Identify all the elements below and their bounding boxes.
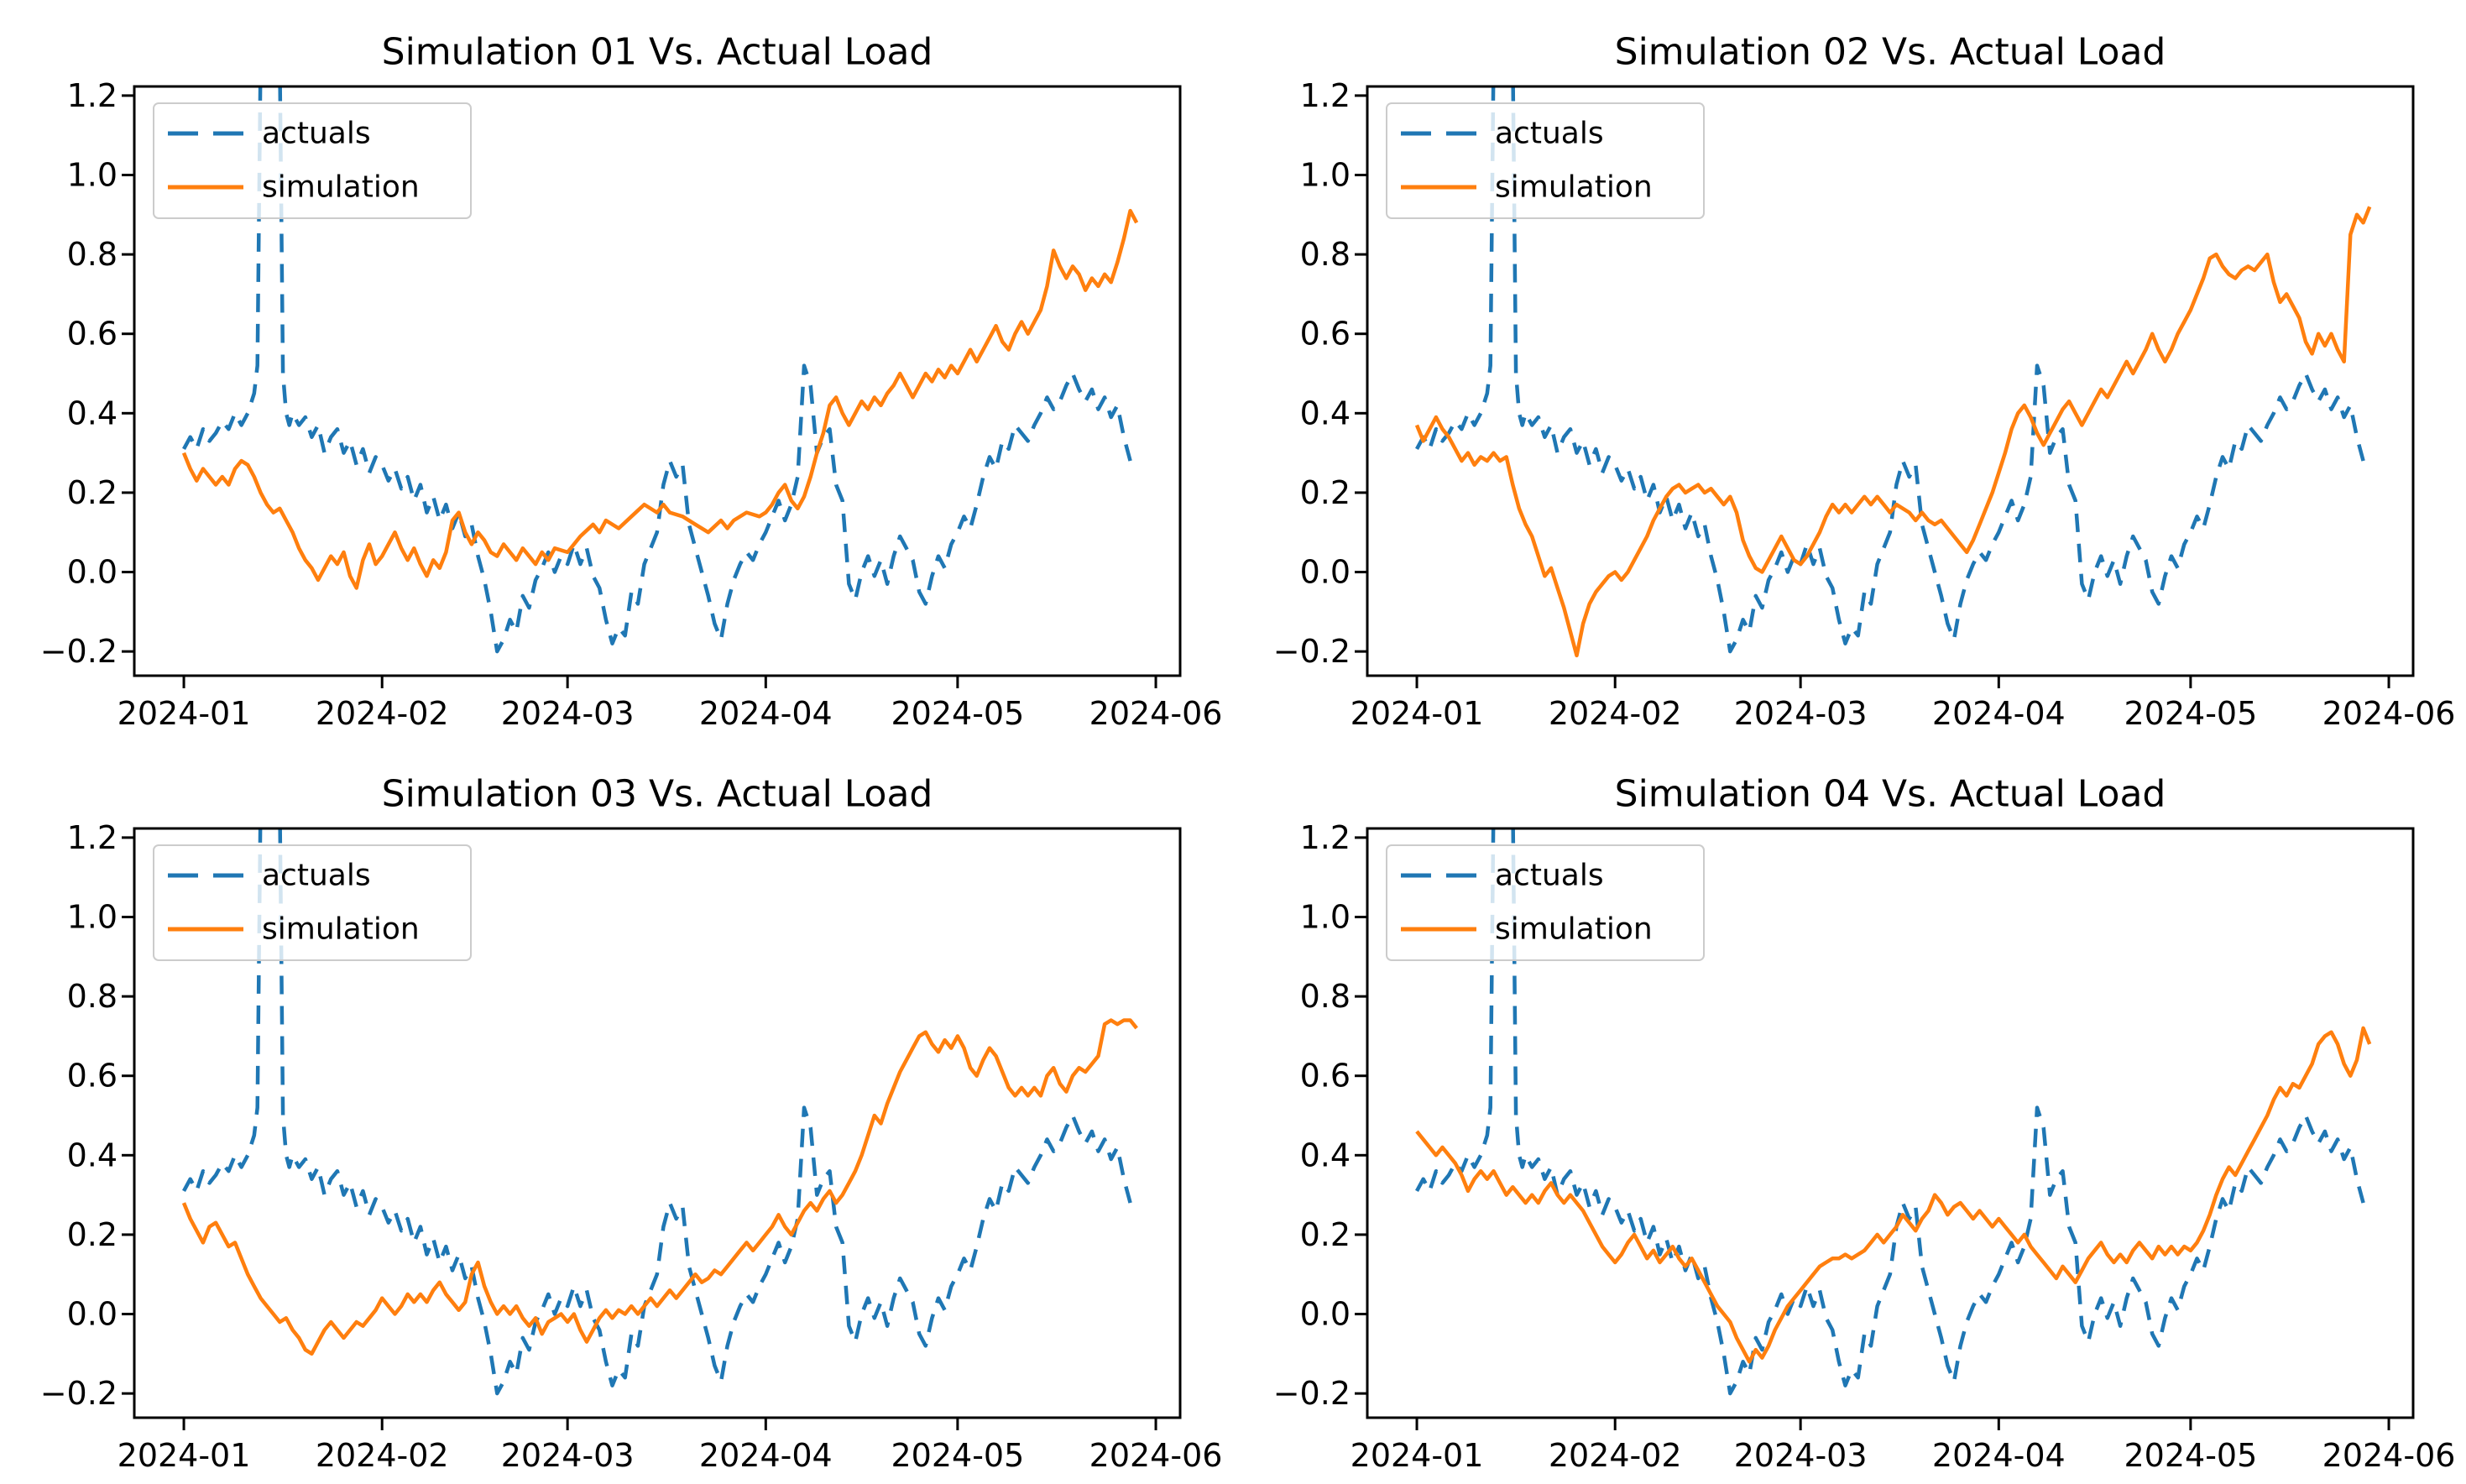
chart-title: Simulation 02 Vs. Actual Load <box>1615 31 2166 74</box>
subplot-simulation-01: Simulation 01 Vs. Actual Load 1.2 1.0 0.8 0.… <box>0 0 1233 742</box>
legend-label-simulation: simulation <box>262 170 420 205</box>
y-tick-label: 0.6 <box>67 1058 118 1095</box>
y-tick-label: −0.2 <box>1273 633 1351 670</box>
legend-label-actuals: actuals <box>262 117 371 151</box>
x-tick-label: 2024-06 <box>2322 1437 2456 1474</box>
legend-label-actuals: actuals <box>1495 117 1604 151</box>
plot-area <box>133 827 1182 1419</box>
y-tick-label: 1.0 <box>67 156 118 193</box>
y-tick-label: 1.0 <box>67 898 118 935</box>
x-tick-label: 2024-05 <box>2124 1437 2257 1474</box>
y-tick-label: 0.2 <box>67 474 118 511</box>
y-tick-label: 0.8 <box>67 978 118 1015</box>
chart-canvas: Simulation 03 Vs. Actual Load 1.2 1.0 0.8 0.… <box>40 773 1223 1475</box>
legend: actuals simulation <box>1386 102 1705 219</box>
x-tick-label: 2024-01 <box>1351 695 1484 732</box>
y-tick-label: 1.2 <box>67 819 118 856</box>
y-tick-label: −0.2 <box>40 1375 118 1412</box>
series-actuals-line <box>1415 86 2365 654</box>
x-tick-label: 2024-06 <box>2322 695 2456 732</box>
y-tick-label: 0.8 <box>1300 978 1351 1015</box>
subplot-simulation-02: Simulation 02 Vs. Actual Load 1.2 1.0 0.8 0.… <box>1233 0 2466 742</box>
y-tick-label: 0.2 <box>1300 474 1351 511</box>
y-tick-label: −0.2 <box>40 633 118 670</box>
legend-label-actuals: actuals <box>262 859 371 893</box>
x-tick-label: 2024-01 <box>118 1437 251 1474</box>
plot-area <box>1366 827 2415 1419</box>
x-tick-label: 2024-01 <box>1351 1437 1484 1474</box>
y-tick-label: 0.2 <box>67 1216 118 1253</box>
y-tick-label: 0.6 <box>1300 1058 1351 1095</box>
subplot-simulation-04: Simulation 04 Vs. Actual Load 1.2 1.0 0.8 0.… <box>1233 742 2466 1484</box>
chart-title: Simulation 03 Vs. Actual Load <box>382 773 933 816</box>
x-tick-label: 2024-03 <box>1734 695 1868 732</box>
series-group <box>181 828 1138 1396</box>
series-simulation-line <box>1415 1026 2372 1364</box>
y-tick-label: 1.2 <box>67 77 118 114</box>
y-tick-label: 0.0 <box>1300 554 1351 591</box>
series-simulation-line <box>181 208 1139 590</box>
subplot-simulation-03: Simulation 03 Vs. Actual Load 1.2 1.0 0.8 0.… <box>0 742 1233 1484</box>
legend-label-simulation: simulation <box>262 912 420 947</box>
series-group <box>1414 86 2372 658</box>
y-tick-label: 1.2 <box>1300 77 1351 114</box>
series-actuals-line <box>182 828 1132 1396</box>
x-tick-label: 2024-06 <box>1089 1437 1223 1474</box>
x-tick-label: 2024-05 <box>891 695 1024 732</box>
y-tick-label: 1.2 <box>1300 819 1351 856</box>
x-tick-label: 2024-04 <box>1932 1437 2066 1474</box>
x-tick-label: 2024-05 <box>2124 695 2257 732</box>
chart-canvas: Simulation 02 Vs. Actual Load 1.2 1.0 0.8 0.… <box>1273 31 2456 733</box>
legend: actuals simulation <box>153 844 472 961</box>
y-tick-label: 1.0 <box>1300 156 1351 193</box>
series-group <box>1415 828 2372 1396</box>
legend-label-simulation: simulation <box>1495 912 1653 947</box>
y-tick-label: 0.6 <box>1300 316 1351 353</box>
chart-canvas: Simulation 01 Vs. Actual Load 1.2 1.0 0.8 0.… <box>40 31 1223 733</box>
x-tick-label: 2024-02 <box>1549 695 1682 732</box>
y-tick-label: −0.2 <box>1273 1375 1351 1412</box>
x-tick-label: 2024-03 <box>501 1437 635 1474</box>
y-tick-label: 0.8 <box>67 236 118 273</box>
x-tick-label: 2024-03 <box>1734 1437 1868 1474</box>
x-tick-label: 2024-01 <box>118 695 251 732</box>
chart-canvas: Simulation 04 Vs. Actual Load 1.2 1.0 0.8 0.… <box>1273 773 2456 1475</box>
y-tick-label: 0.4 <box>67 1137 118 1173</box>
x-tick-label: 2024-02 <box>1549 1437 1682 1474</box>
y-tick-label: 0.0 <box>67 1296 118 1333</box>
y-tick-label: 0.4 <box>1300 395 1351 431</box>
legend-label-simulation: simulation <box>1495 170 1653 205</box>
x-tick-label: 2024-04 <box>699 695 833 732</box>
series-group <box>181 86 1139 654</box>
y-tick-label: 0.6 <box>67 316 118 353</box>
y-tick-label: 0.4 <box>67 395 118 431</box>
legend-label-actuals: actuals <box>1495 859 1604 893</box>
x-tick-label: 2024-05 <box>891 1437 1024 1474</box>
series-simulation-line <box>181 1018 1138 1356</box>
legend: actuals simulation <box>153 102 472 219</box>
chart-title: Simulation 04 Vs. Actual Load <box>1615 773 2166 816</box>
y-tick-label: 0.0 <box>67 554 118 591</box>
legend: actuals simulation <box>1386 844 1705 961</box>
series-simulation-line <box>1414 206 2372 658</box>
y-tick-label: 0.8 <box>1300 236 1351 273</box>
x-tick-label: 2024-02 <box>316 695 449 732</box>
x-tick-label: 2024-02 <box>316 1437 449 1474</box>
series-actuals-line <box>1415 828 2365 1396</box>
y-tick-label: 0.2 <box>1300 1216 1351 1253</box>
plot-area <box>1366 85 2415 677</box>
y-tick-label: 0.4 <box>1300 1137 1351 1173</box>
x-tick-label: 2024-04 <box>699 1437 833 1474</box>
x-tick-label: 2024-06 <box>1089 695 1223 732</box>
plot-area <box>133 85 1182 677</box>
series-actuals-line <box>182 86 1132 654</box>
y-tick-label: 0.0 <box>1300 1296 1351 1333</box>
chart-title: Simulation 01 Vs. Actual Load <box>382 31 933 74</box>
x-tick-label: 2024-03 <box>501 695 635 732</box>
y-tick-label: 1.0 <box>1300 898 1351 935</box>
x-tick-label: 2024-04 <box>1932 695 2066 732</box>
